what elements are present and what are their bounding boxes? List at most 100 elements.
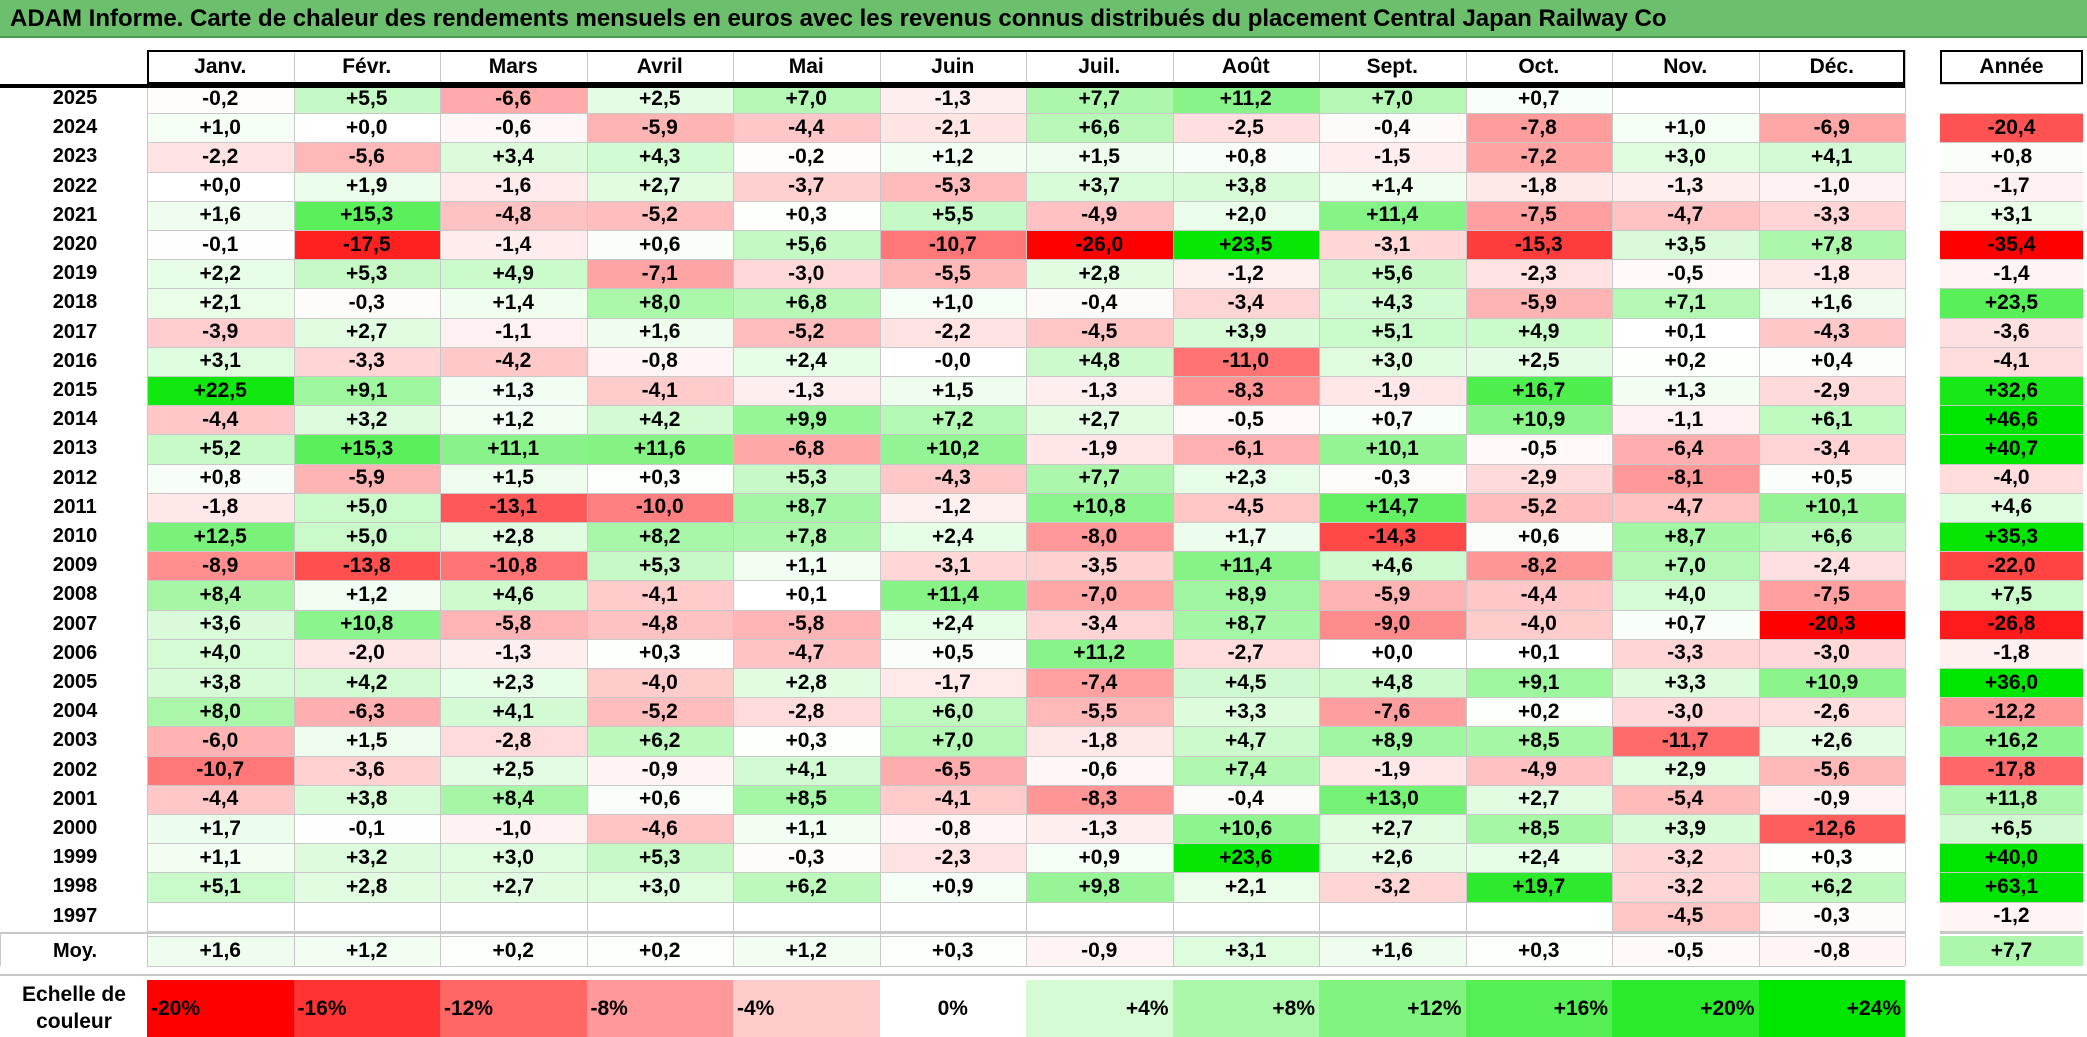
average-label: Moy. xyxy=(52,939,98,962)
heatmap-cell: -0,5 xyxy=(1612,259,1759,289)
heatmap-cell: -3,6 xyxy=(293,755,440,785)
month-header: Déc. xyxy=(1809,55,1854,78)
annual-cell: +36,0 xyxy=(1940,668,2083,698)
heatmap-cell: +1,0 xyxy=(147,113,294,143)
month-header: Avril xyxy=(636,55,683,78)
heatmap-cell: -0,3 xyxy=(733,843,880,873)
heatmap-cell xyxy=(1612,84,1759,114)
heatmap-cell: +0,6 xyxy=(586,230,733,260)
year-label: 2023 xyxy=(52,145,98,168)
year-label: 2003 xyxy=(52,729,98,752)
heatmap-cell: +5,0 xyxy=(293,492,440,522)
heatmap-cell: -0,3 xyxy=(293,288,440,318)
scale-step: +4% xyxy=(1026,980,1173,1037)
heatmap-cell: -0,4 xyxy=(1026,288,1173,318)
scale-step: -8% xyxy=(586,980,733,1037)
heatmap-cell: +6,0 xyxy=(879,697,1026,727)
heatmap-cell: +3,0 xyxy=(1612,142,1759,172)
heatmap-cell xyxy=(1758,84,1905,114)
heatmap-cell: -3,7 xyxy=(733,171,880,201)
heatmap-cell: -8,3 xyxy=(1172,376,1319,406)
annual-cell: +3,1 xyxy=(1940,200,2083,230)
heatmap-cell: -9,0 xyxy=(1319,609,1466,639)
heatmap-cell: +5,6 xyxy=(1319,259,1466,289)
heatmap-cell: -1,1 xyxy=(440,317,587,347)
heatmap-cell xyxy=(1026,901,1173,931)
heatmap-cell: -5,9 xyxy=(586,113,733,143)
heatmap-cell: +3,7 xyxy=(1026,171,1173,201)
heatmap-cell: +0,1 xyxy=(733,580,880,610)
scale-step: -16% xyxy=(293,980,440,1037)
heatmap-cell: +2,6 xyxy=(1758,726,1905,756)
annual-cell: +23,5 xyxy=(1940,288,2083,318)
heatmap-cell: +5,1 xyxy=(1319,317,1466,347)
heatmap-cell: -1,9 xyxy=(1026,434,1173,464)
heatmap-cell: -5,2 xyxy=(586,200,733,230)
heatmap-cell: +1,3 xyxy=(1612,376,1759,406)
heatmap-cell xyxy=(1319,901,1466,931)
heatmap-cell: -5,2 xyxy=(586,697,733,727)
heatmap-cell: -3,4 xyxy=(1758,434,1905,464)
heatmap-cell: +7,7 xyxy=(1026,463,1173,493)
heatmap-cell: +4,6 xyxy=(440,580,587,610)
heatmap-cell: -1,8 xyxy=(1465,171,1612,201)
heatmap-cell: +1,4 xyxy=(1319,171,1466,201)
heatmap-cell: +3,2 xyxy=(293,843,440,873)
heatmap-cell: +2,7 xyxy=(293,317,440,347)
heatmap-cell: +4,1 xyxy=(1758,142,1905,172)
heatmap-cell: -6,6 xyxy=(440,84,587,114)
heatmap-cell: -17,5 xyxy=(293,230,440,260)
year-label: 2010 xyxy=(52,525,98,548)
year-label: 2014 xyxy=(52,408,98,431)
heatmap-cell: -4,8 xyxy=(586,609,733,639)
average-cell: +1,6 xyxy=(1319,936,1466,966)
heatmap-cell: +11,4 xyxy=(879,580,1026,610)
heatmap-cell: +2,4 xyxy=(879,609,1026,639)
heatmap-cell: -1,7 xyxy=(879,668,1026,698)
heatmap-cell: +4,7 xyxy=(1172,726,1319,756)
heatmap-cell: -0,1 xyxy=(293,814,440,844)
heatmap-cell: -0,0 xyxy=(879,346,1026,376)
heatmap-cell: -3,0 xyxy=(1612,697,1759,727)
heatmap-cell: -8,9 xyxy=(147,551,294,581)
heatmap-cell: -0,2 xyxy=(147,84,294,114)
heatmap-cell: -3,2 xyxy=(1319,872,1466,902)
heatmap-cell: +23,5 xyxy=(1172,230,1319,260)
heatmap-cell: -4,5 xyxy=(1612,901,1759,931)
heatmap-cell: +0,6 xyxy=(1465,522,1612,552)
heatmap-cell: +7,0 xyxy=(733,84,880,114)
heatmap-cell: -8,1 xyxy=(1612,463,1759,493)
heatmap-cell: +5,3 xyxy=(293,259,440,289)
month-header: Août xyxy=(1221,55,1270,78)
heatmap-cell: -4,4 xyxy=(147,784,294,814)
annual-cell: +40,0 xyxy=(1940,843,2083,873)
heatmap-cell: +1,9 xyxy=(293,171,440,201)
heatmap-cell: +1,2 xyxy=(293,580,440,610)
heatmap-cell: -3,2 xyxy=(1612,843,1759,873)
heatmap-cell: -1,3 xyxy=(733,376,880,406)
heatmap-cell: +6,6 xyxy=(1026,113,1173,143)
heatmap-cell: +1,0 xyxy=(1612,113,1759,143)
heatmap-cell: +13,0 xyxy=(1319,784,1466,814)
heatmap-cell: +2,1 xyxy=(147,288,294,318)
annual-cell: -4,0 xyxy=(1940,463,2083,493)
heatmap-cell: -6,9 xyxy=(1758,113,1905,143)
heatmap-cell: +1,1 xyxy=(733,551,880,581)
heatmap-cell xyxy=(733,901,880,931)
heatmap-cell: -6,0 xyxy=(147,726,294,756)
heatmap-cell: +7,8 xyxy=(733,522,880,552)
heatmap-cell: -5,4 xyxy=(1612,784,1759,814)
year-label: 2005 xyxy=(52,671,98,694)
heatmap-cell: -11,7 xyxy=(1612,726,1759,756)
heatmap-cell: -5,9 xyxy=(1319,580,1466,610)
heatmap-cell: -5,6 xyxy=(1758,755,1905,785)
year-label: 2011 xyxy=(53,495,97,518)
heatmap-cell: +0,7 xyxy=(1612,609,1759,639)
heatmap-cell: -1,8 xyxy=(1026,726,1173,756)
month-header: Févr. xyxy=(342,55,392,78)
heatmap-cell: -5,2 xyxy=(1465,492,1612,522)
heatmap-cell: -4,9 xyxy=(1026,200,1173,230)
heatmap-cell: +2,2 xyxy=(147,259,294,289)
heatmap-cell: +10,1 xyxy=(1319,434,1466,464)
month-header: Oct. xyxy=(1518,55,1560,78)
